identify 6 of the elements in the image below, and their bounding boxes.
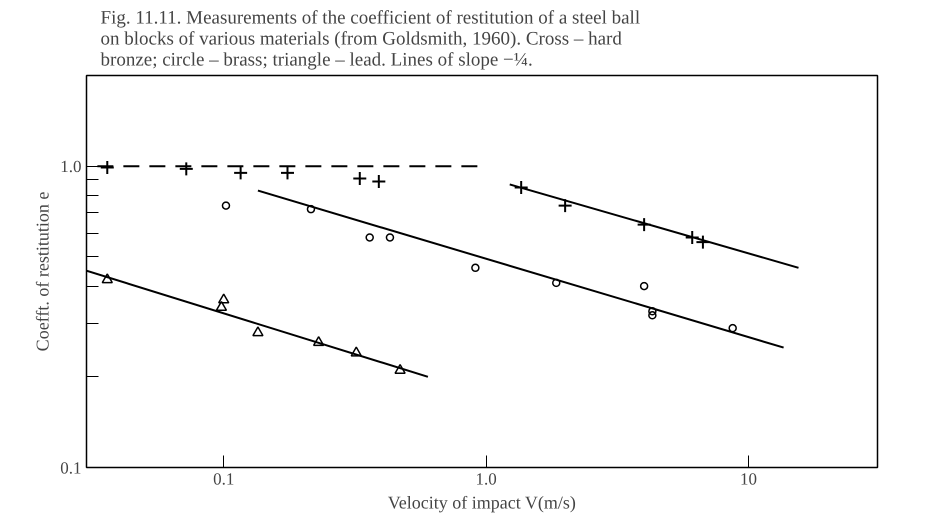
chart-title: Fig. 11.11. Measurements of the coefficient of restitution of a steel ball on blocks of various materials (from Goldsmith, 1960). Cross – hard bronze; circle – brass; triangle – lead. Lines of slope −¼.: [100, 8, 640, 70]
x-tick-label: 1.0: [476, 470, 497, 488]
x-tick-label: 10: [740, 470, 758, 488]
y-axis-title: Coefft. of restitution e: [32, 192, 52, 352]
x-axis-title: Velocity of impact V(m/s): [388, 492, 576, 512]
x-tick-label: 0.1: [213, 470, 234, 488]
